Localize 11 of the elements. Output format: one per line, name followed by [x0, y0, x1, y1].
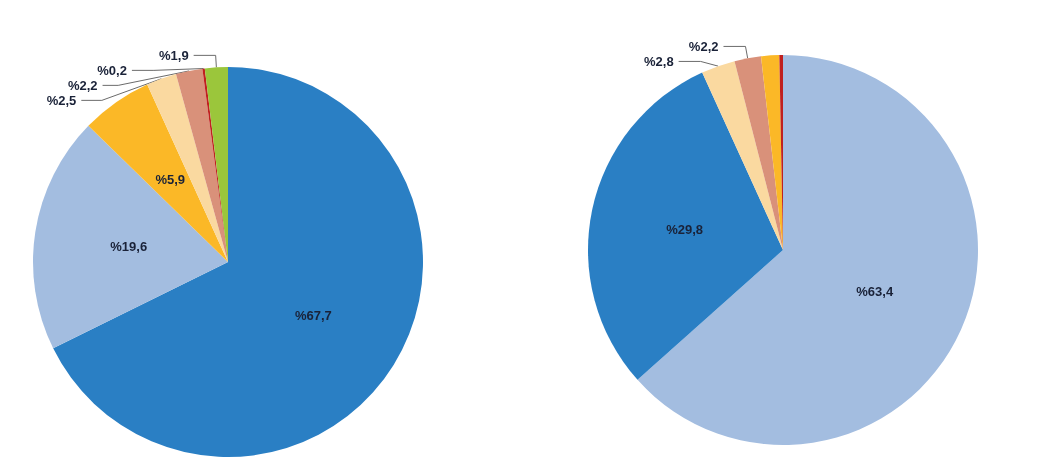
data-label: %67,7 — [294, 307, 332, 323]
data-label: %2,2 — [688, 38, 719, 54]
data-label: %2,5 — [46, 92, 77, 108]
data-label: %5,9 — [155, 172, 186, 188]
data-label: %1,9 — [159, 47, 189, 63]
data-label: %63,4 — [856, 283, 894, 299]
data-label: %29,8 — [666, 221, 704, 237]
data-label: %0,2 — [97, 62, 127, 78]
data-label: %2,8 — [644, 53, 674, 69]
data-label: %19,6 — [110, 238, 148, 254]
data-label: %2,2 — [67, 77, 98, 93]
